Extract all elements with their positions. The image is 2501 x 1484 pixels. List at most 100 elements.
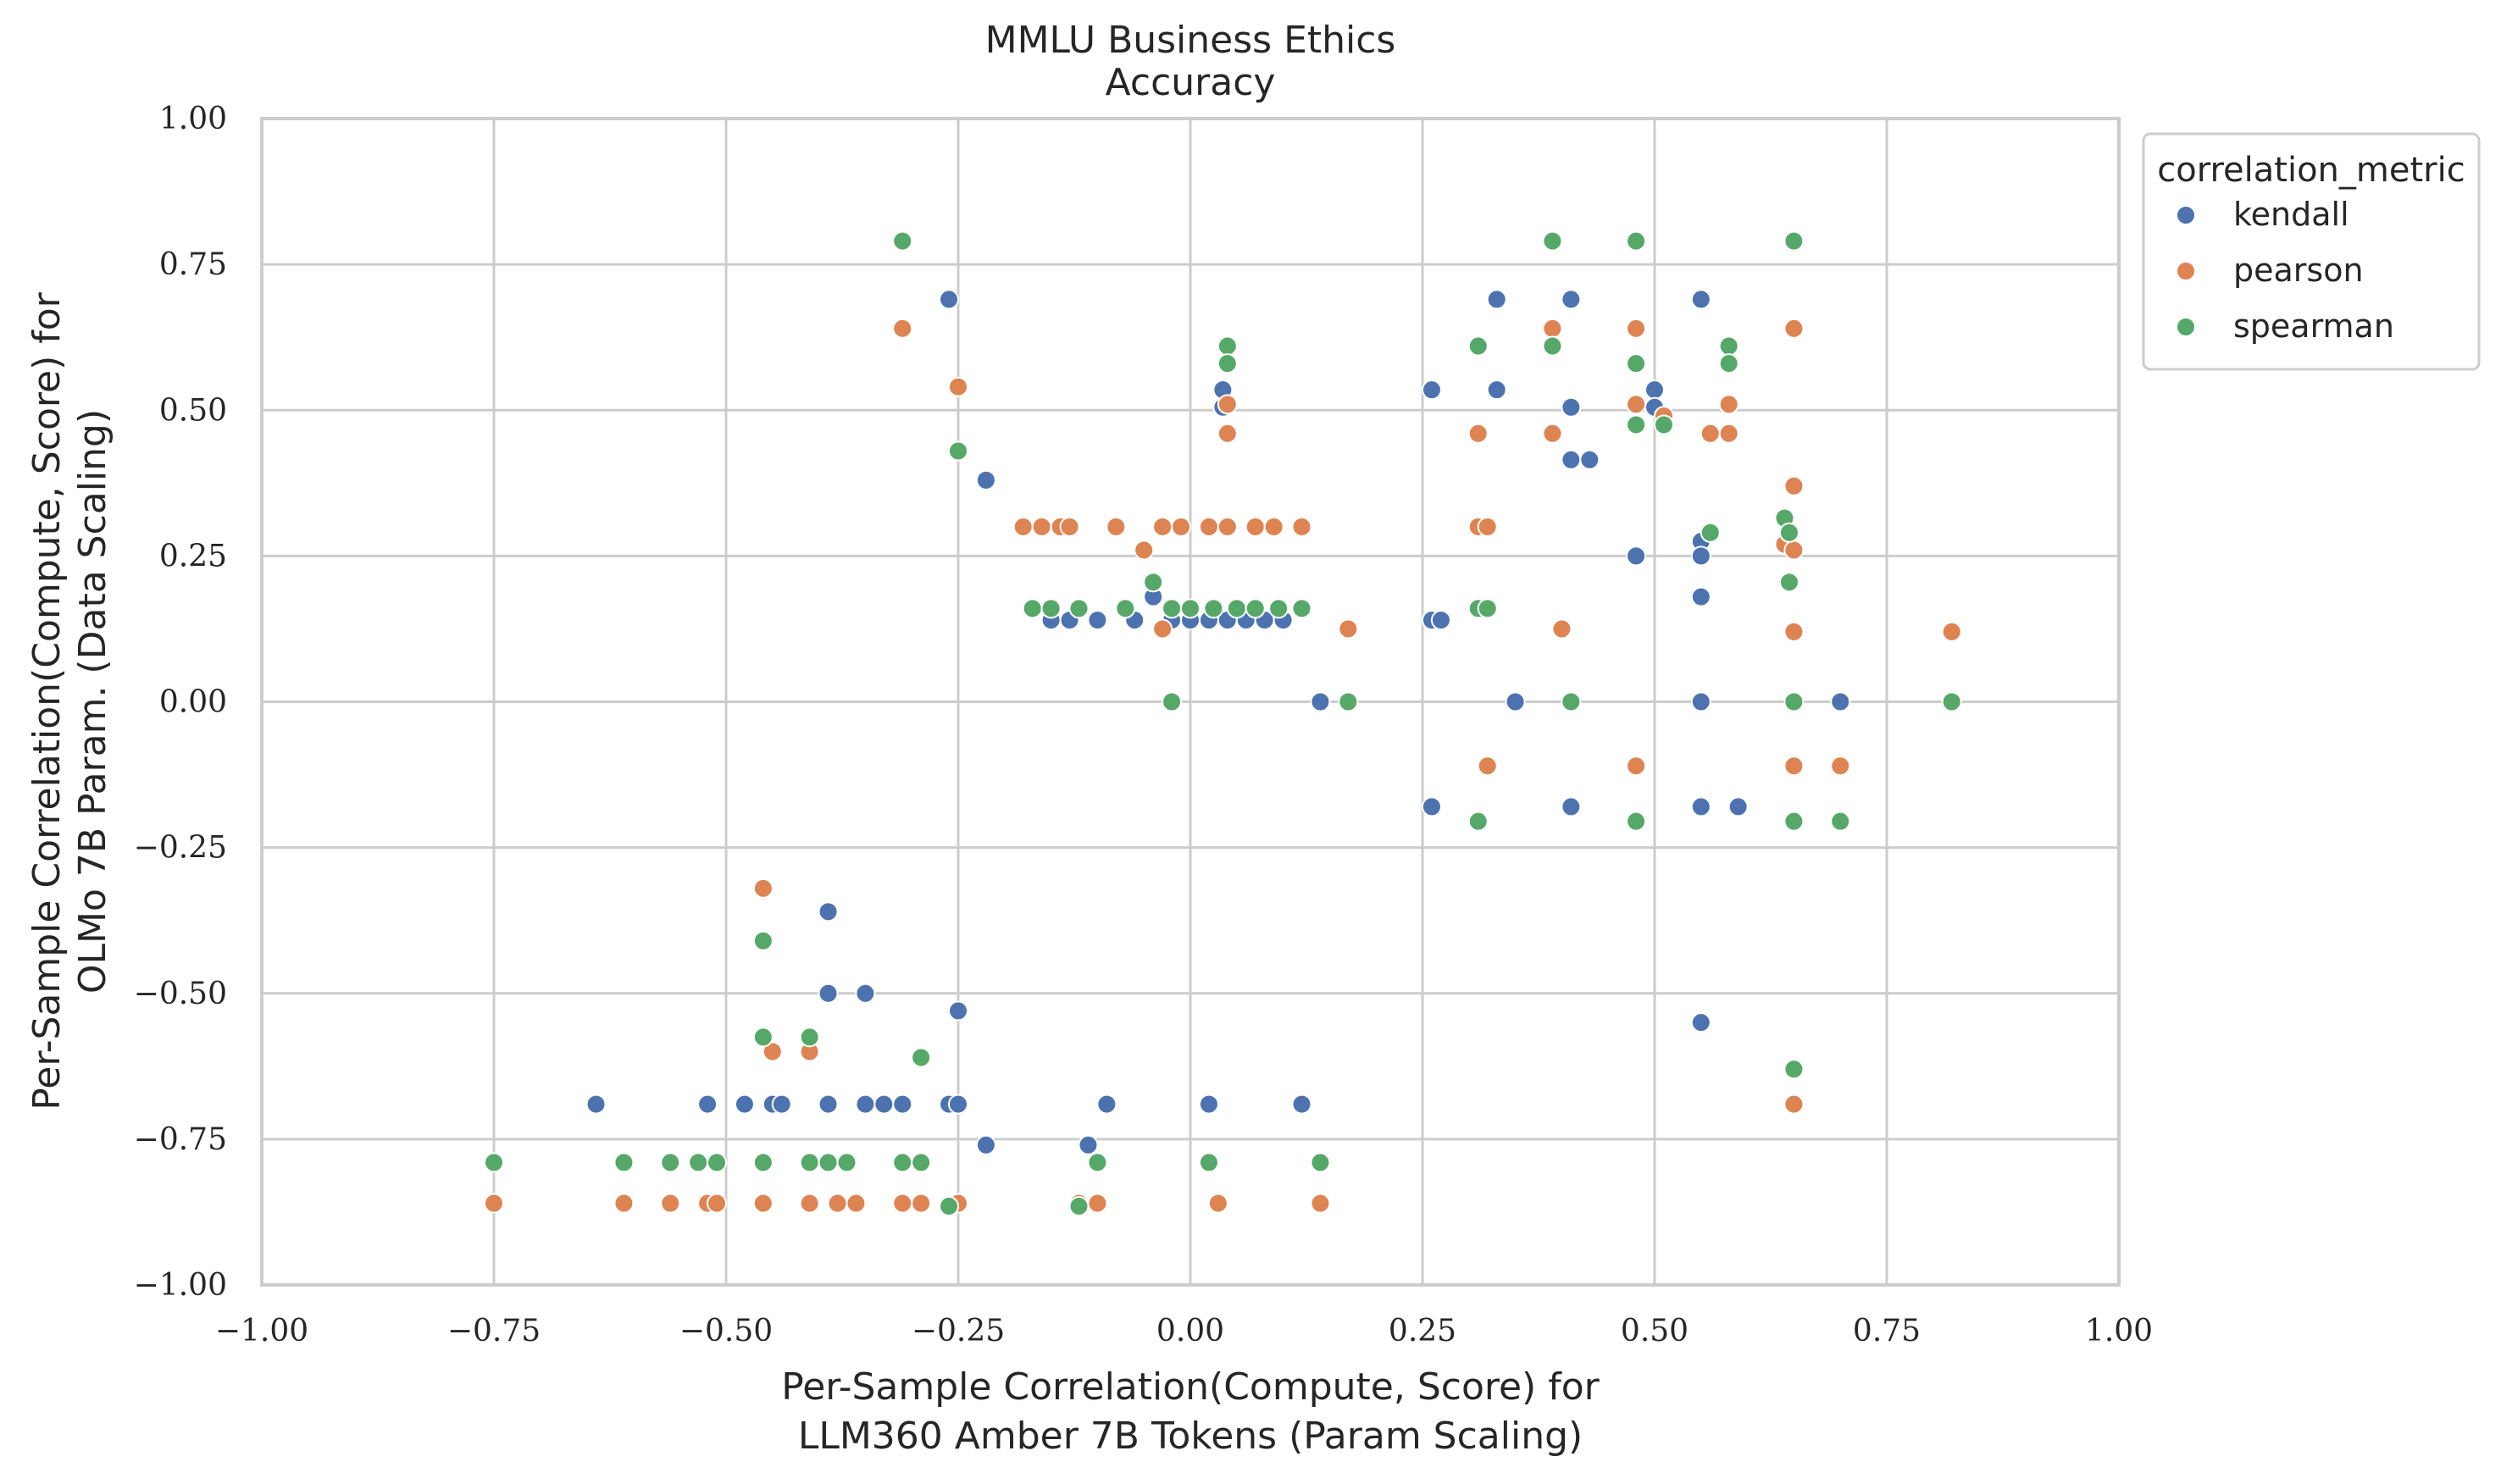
spearman-point [1467, 335, 1489, 357]
kendall-point [818, 983, 839, 1004]
spearman-point [1310, 1152, 1331, 1173]
kendall-point [892, 1094, 913, 1115]
kendall-point [1561, 449, 1582, 470]
pearson-point [1263, 516, 1284, 537]
pearson-point [1245, 516, 1266, 537]
pearson-point [1031, 516, 1052, 537]
pearson-point [1783, 318, 1805, 339]
pearson-point [846, 1193, 867, 1214]
spearman-point [1115, 598, 1136, 619]
spearman-point [1143, 572, 1164, 593]
y-tick-label: −0.50 [134, 977, 227, 1011]
x-tick-label: 1.00 [2085, 1314, 2153, 1348]
kendall-point [948, 1000, 968, 1022]
spearman-point [1162, 691, 1183, 712]
y-tick-label: 0.50 [159, 393, 227, 428]
kendall-point [1690, 545, 1711, 567]
spearman-point [1068, 1196, 1090, 1217]
pearson-point [1310, 1193, 1331, 1214]
spearman-point [939, 1196, 960, 1217]
spearman-point [1626, 811, 1647, 832]
kendall-point [1505, 691, 1526, 712]
spearman-point [1203, 598, 1224, 619]
pearson-point [613, 1193, 635, 1214]
spearman-point [892, 1152, 913, 1173]
y-tick-label: −0.25 [134, 831, 227, 866]
spearman-point [1245, 598, 1266, 619]
pearson-point [762, 1041, 783, 1062]
pearson-point [1718, 394, 1739, 415]
kendall-point [818, 1094, 839, 1115]
x-tick-label: 0.00 [1156, 1314, 1224, 1348]
pearson-point [892, 1193, 913, 1214]
pearson-point [1783, 621, 1805, 642]
kendall-point [1096, 1094, 1117, 1115]
pearson-point [1171, 516, 1192, 537]
spearman-point [1626, 353, 1647, 374]
y-tick-label: −0.75 [134, 1122, 227, 1157]
pearson-point [484, 1193, 504, 1214]
pearson-point [911, 1193, 932, 1214]
y-axis-label-line-2: OLMo 7B Param. (Data Scaling) [71, 409, 114, 994]
pearson-point [752, 1193, 774, 1214]
y-axis-label-line-1: Per-Sample Correlation(Compute, Score) f… [25, 291, 69, 1110]
pearson-point [707, 1193, 728, 1214]
spearman-point [1022, 598, 1043, 619]
kendall-point [697, 1094, 718, 1115]
spearman-point [1217, 353, 1238, 374]
spearman-point [707, 1152, 728, 1173]
pearson-point [1626, 756, 1647, 777]
spearman-point [752, 930, 774, 951]
spearman-point [799, 1152, 820, 1173]
spearman-point [1783, 811, 1805, 832]
spearman-point [892, 230, 913, 252]
kendall-point [1690, 1012, 1711, 1033]
pearson-point [1106, 516, 1127, 537]
spearman-point [836, 1152, 857, 1173]
spearman-point [1040, 598, 1062, 619]
legend-items: kendall pearson spearman [2176, 196, 2394, 345]
pearson-point [1087, 1193, 1108, 1214]
pearson-point [1718, 423, 1739, 444]
x-tick-label: −0.25 [912, 1314, 1005, 1348]
kendall-point [818, 901, 839, 922]
x-axis-label-line-1: Per-Sample Correlation(Compute, Score) f… [781, 1365, 1600, 1409]
kendall-point [1690, 586, 1711, 607]
pearson-point [1542, 318, 1563, 339]
spearman-point [1217, 335, 1238, 357]
legend: correlation_metric kendall pearson spearma… [2142, 132, 2481, 371]
spearman-point [1068, 598, 1090, 619]
legend-label-kendall: kendall [2233, 196, 2349, 233]
series-spearman [484, 230, 1962, 1217]
kendall-point [1486, 289, 1507, 310]
spearman-point [1783, 691, 1805, 712]
pearson-point [1830, 756, 1851, 777]
pearson-point [1477, 516, 1498, 537]
kendall-point [1579, 449, 1600, 470]
spearman-point [1653, 414, 1674, 435]
pearson-point [1783, 540, 1805, 561]
pearson-point [1291, 516, 1312, 537]
kendall-point [1291, 1094, 1312, 1115]
spearman-point [1783, 230, 1805, 252]
pearson-point [1467, 423, 1489, 444]
kendall-point [1690, 796, 1711, 817]
kendall-point [975, 1134, 996, 1155]
pearson-point [1059, 516, 1080, 537]
spearman-point [1718, 353, 1739, 374]
spearman-point [1561, 691, 1582, 712]
pearson-point [1477, 756, 1498, 777]
y-tick-label: −1.00 [134, 1268, 227, 1303]
chart-subtitle: Accuracy [1106, 61, 1276, 104]
spearman-point [1778, 522, 1800, 543]
y-tick-label: 0.25 [159, 539, 227, 573]
kendall-point [734, 1094, 755, 1115]
spearman-point [484, 1152, 504, 1173]
kendall-point [1561, 396, 1582, 418]
x-tick-label: −0.50 [679, 1314, 773, 1348]
pearson-point [1198, 516, 1219, 537]
legend-marker-pearson [2176, 261, 2196, 281]
x-tick-label: 0.25 [1389, 1314, 1456, 1348]
kendall-point [585, 1094, 607, 1115]
spearman-point [1542, 230, 1563, 252]
